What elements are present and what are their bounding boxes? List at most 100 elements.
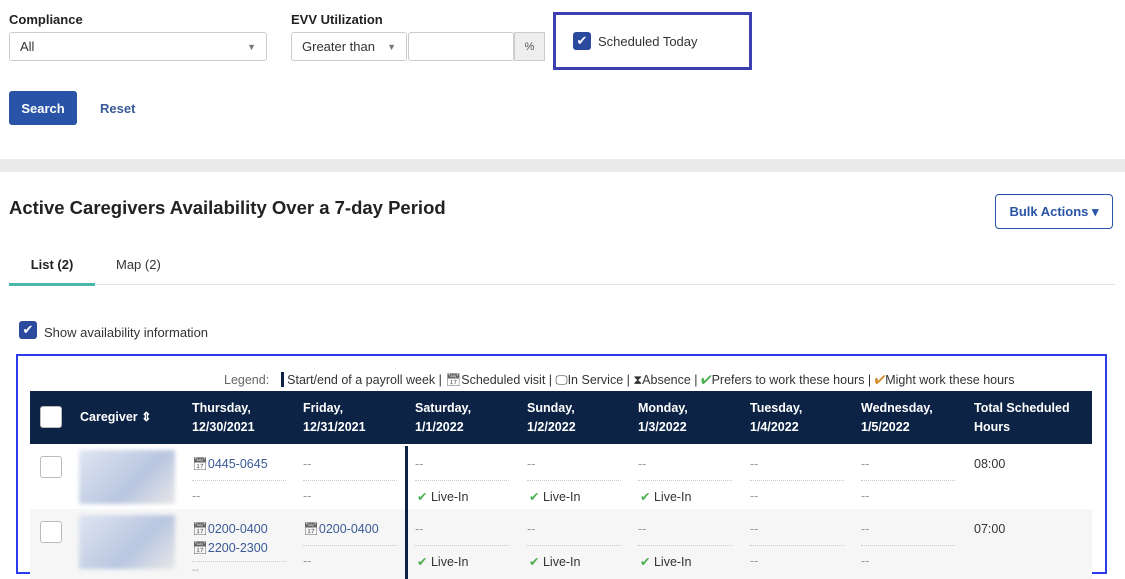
availability-cell: --: [861, 489, 870, 503]
section-divider: [0, 159, 1125, 172]
visit-times[interactable]: 0445-0645: [207, 457, 268, 471]
calendar-icons: 📅︎: [192, 455, 208, 474]
availability-cell: --: [861, 522, 870, 536]
live-in-label: Live-In: [430, 490, 469, 504]
calendar-icons: 📅︎: [303, 520, 319, 539]
scheduled-today-checkbox[interactable]: ✔: [573, 32, 591, 50]
cell-divider: [415, 545, 509, 546]
payroll-week-line-icon: [280, 372, 284, 387]
show-availability-checkbox[interactable]: ✔: [19, 321, 37, 339]
legend-title: Legend:: [224, 373, 270, 387]
availability-cell: --: [527, 457, 536, 471]
availability-cell: --: [303, 457, 312, 471]
legend-item: Start/end of a payroll week: [287, 373, 436, 387]
column-header: Friday, 12/31/2021: [303, 401, 366, 434]
availability-cell: --: [415, 522, 424, 536]
cell-divider: [192, 480, 286, 481]
scheduled-visit-link[interactable]: 📅︎ 0445-0645: [192, 455, 268, 474]
cell-divider: [192, 561, 286, 562]
column-header: Tuesday, 1/4/2022: [750, 401, 803, 434]
column-header[interactable]: Caregiver ⇕: [80, 410, 152, 424]
cell-divider: [750, 545, 844, 546]
visit-times[interactable]: 0200-0400: [318, 522, 379, 536]
legend-item: In Service: [567, 373, 624, 387]
scheduled-visit-link[interactable]: 📅︎ 0200-0400: [303, 520, 379, 539]
visit-times[interactable]: 0200-0400 2200-2300: [207, 522, 268, 555]
cell-divider: [861, 480, 955, 481]
live-in-label: Live-In: [542, 555, 581, 569]
calendar-icon: 📅︎: [445, 373, 462, 387]
live-in-availability: ✔ Live-In: [640, 489, 692, 504]
calendar-icon: 📅︎: [192, 541, 208, 555]
double-check-icon: ✔: [640, 555, 651, 569]
live-in-label: Live-In: [653, 555, 692, 569]
evv-operator-select[interactable]: Greater than ▼: [291, 32, 407, 61]
bulk-actions-button[interactable]: Bulk Actions ▾: [995, 194, 1113, 229]
double-check-icon: ✔: [417, 555, 428, 569]
live-in-label: Live-In: [430, 555, 469, 569]
double-check-icon: ✔: [640, 490, 651, 504]
monitor-icon: 🖵: [555, 373, 568, 387]
legend-item: Absence: [642, 373, 691, 387]
availability-cell: --: [638, 457, 647, 471]
evv-label: EVV Utilization: [291, 12, 383, 27]
table-header: [30, 391, 1092, 444]
column-header: Wednesday, 1/5/2022: [861, 401, 933, 434]
compliance-select[interactable]: All ▼: [9, 32, 267, 61]
availability-cell: --: [303, 554, 312, 568]
availability-cell: --: [192, 565, 199, 576]
live-in-label: Live-In: [542, 490, 581, 504]
availability-cell: --: [192, 489, 201, 503]
total-scheduled-hours: 07:00: [974, 522, 1006, 536]
chevron-down-icon: ▼: [387, 41, 396, 52]
availability-cell: --: [861, 554, 870, 568]
legend-item: Prefers to work these hours: [711, 373, 865, 387]
availability-cell: --: [750, 522, 759, 536]
cell-divider: [638, 545, 732, 546]
column-header: Sunday, 1/2/2022: [527, 401, 576, 434]
cell-divider: [861, 545, 955, 546]
caregiver-avatar-blurred[interactable]: [79, 450, 175, 504]
cell-divider: [638, 480, 732, 481]
evv-operator-value: Greater than: [302, 39, 375, 54]
tab-map[interactable]: Map (2): [116, 257, 161, 272]
cell-divider: [415, 480, 509, 481]
row-checkbox[interactable]: [40, 521, 62, 543]
cell-divider: [750, 480, 844, 481]
row-bg: [30, 509, 1092, 579]
calendar-icons: 📅︎ 📅︎: [192, 520, 208, 558]
availability-cell: --: [750, 457, 759, 471]
live-in-label: Live-In: [653, 490, 692, 504]
tab-list[interactable]: List (2): [9, 250, 95, 286]
chevron-down-icon: ▼: [247, 41, 256, 52]
show-availability-label: Show availability information: [44, 325, 209, 340]
select-all-checkbox[interactable]: [40, 406, 62, 428]
double-check-icon: ✔: [417, 490, 428, 504]
double-check-icon: ✔: [529, 555, 540, 569]
hourglass-icon: ⧗: [633, 373, 643, 387]
reset-link[interactable]: Reset: [100, 101, 136, 116]
live-in-availability: ✔ Live-In: [529, 554, 581, 569]
column-header: Monday, 1/3/2022: [638, 401, 688, 434]
calendar-icon: 📅︎: [192, 522, 208, 536]
evv-value-input[interactable]: [408, 32, 514, 61]
live-in-availability: ✔ Live-In: [417, 489, 469, 504]
live-in-availability: ✔ Live-In: [529, 489, 581, 504]
calendar-icon: 📅︎: [192, 457, 208, 471]
caregiver-avatar-blurred[interactable]: [79, 515, 175, 569]
live-in-availability: ✔ Live-In: [417, 554, 469, 569]
availability-cell: --: [303, 489, 312, 503]
check-icon: ✔: [874, 373, 886, 387]
legend-item: Scheduled visit: [461, 373, 546, 387]
legend: Legend: Start/end of a payroll week | 📅︎…: [224, 372, 1015, 387]
row-checkbox[interactable]: [40, 456, 62, 478]
availability-cell: --: [861, 457, 870, 471]
availability-cell: --: [750, 554, 759, 568]
double-check-icon: ✔: [529, 490, 540, 504]
tabs-divider: [9, 284, 1115, 285]
cell-divider: [303, 480, 397, 481]
search-button[interactable]: Search: [9, 91, 77, 125]
payroll-week-line: [405, 446, 408, 579]
availability-cell: --: [638, 522, 647, 536]
scheduled-visit-link[interactable]: 📅︎ 📅︎ 0200-0400 2200-2300: [192, 520, 268, 558]
